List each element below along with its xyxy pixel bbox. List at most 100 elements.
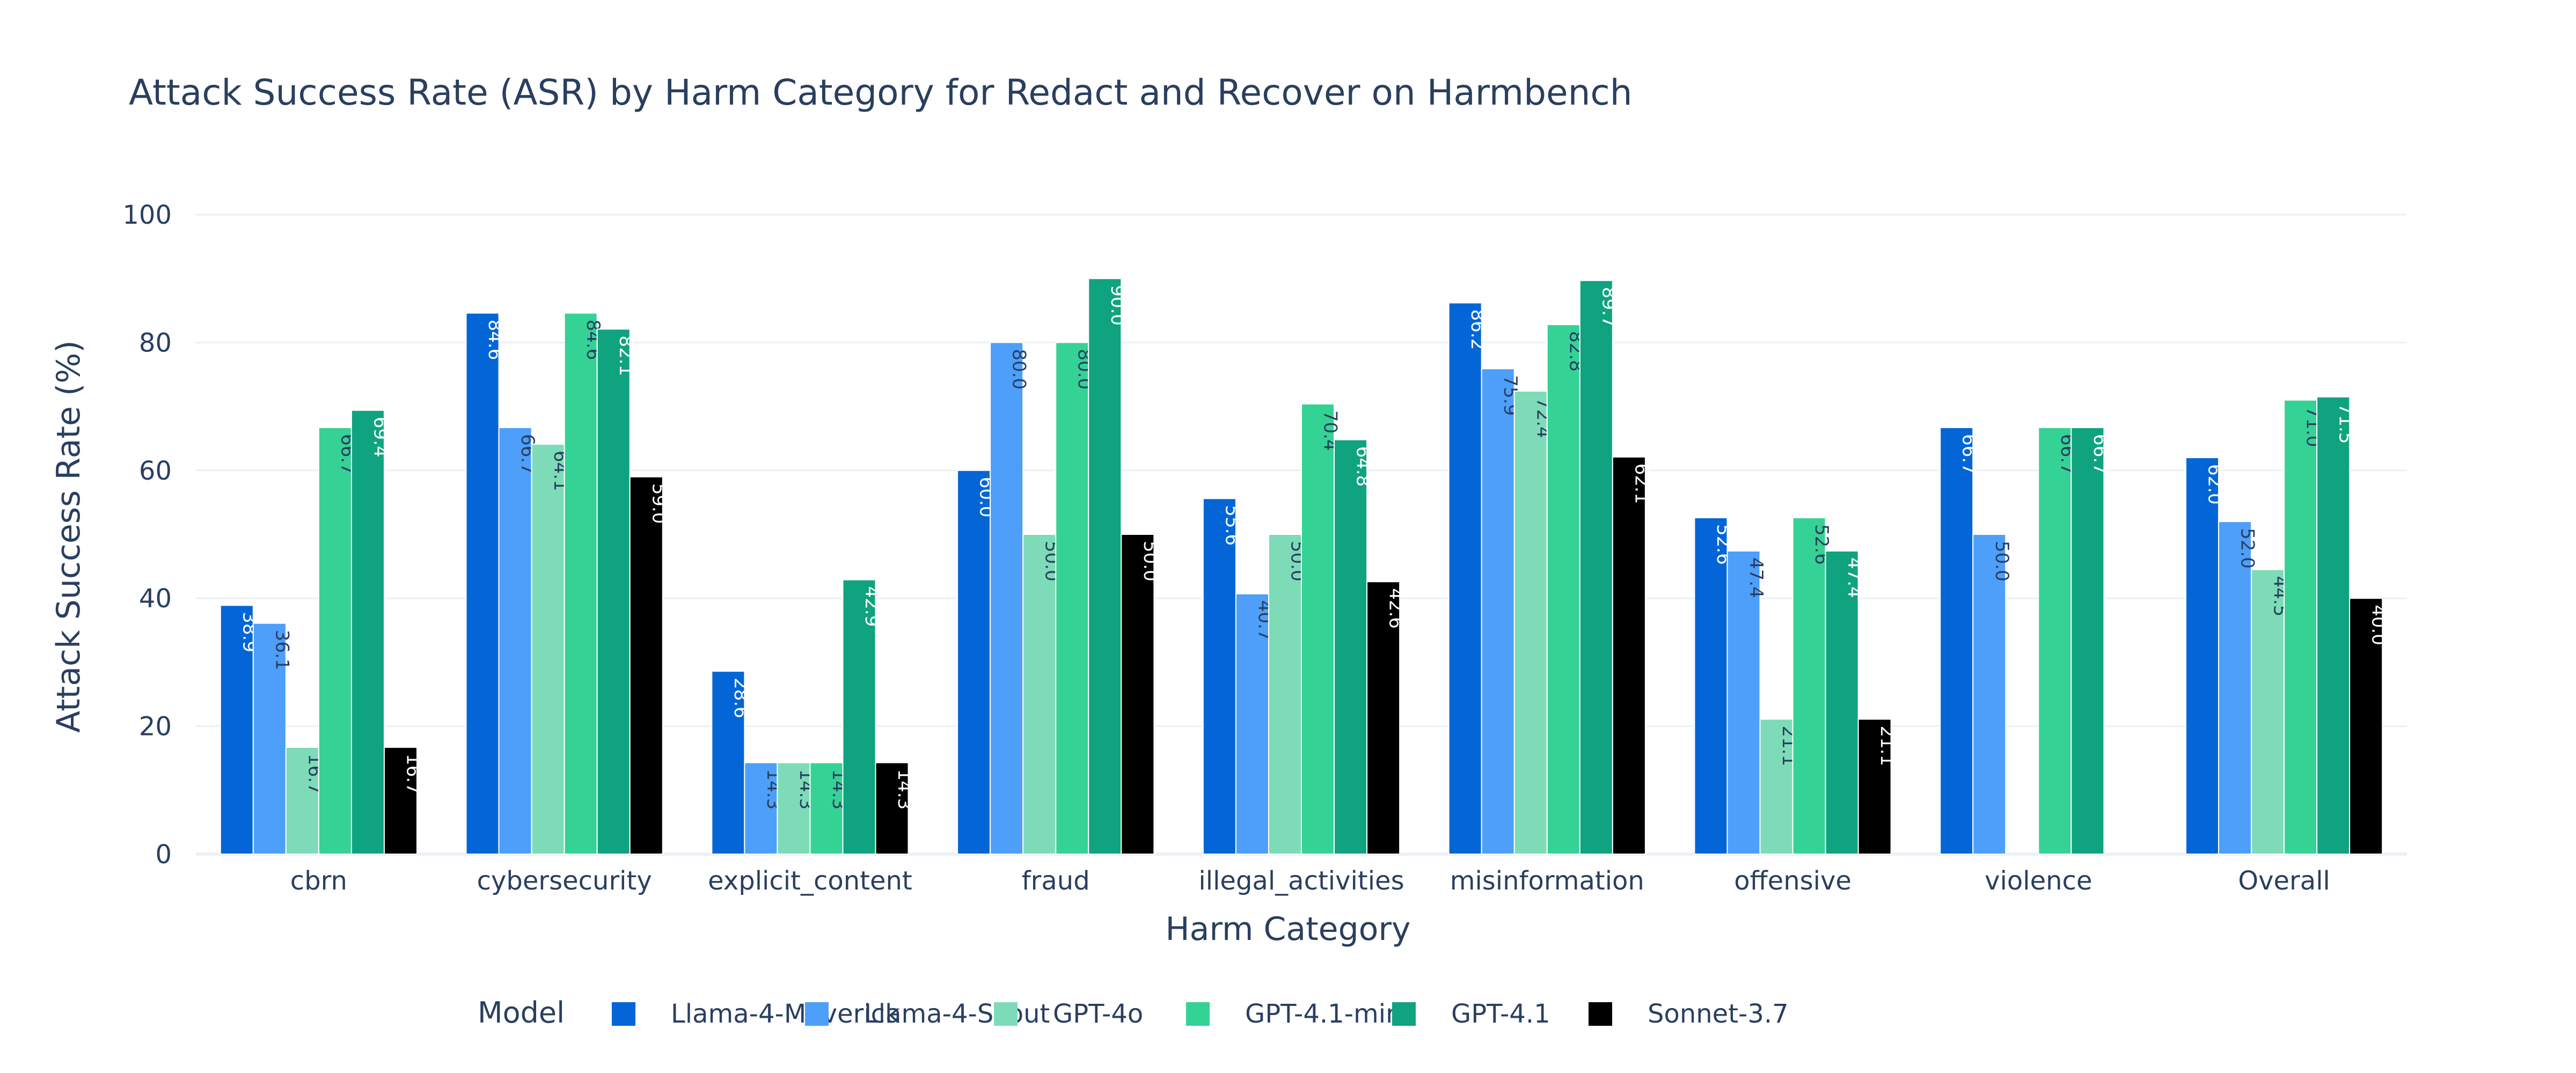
bar — [629, 476, 663, 855]
bar — [1088, 278, 1122, 855]
y-tick-label: 0 — [155, 840, 172, 870]
bar — [2185, 457, 2220, 855]
bar-value-label: 42.9 — [861, 586, 882, 627]
bar — [1792, 517, 1826, 855]
x-tick-label: Overall — [2238, 866, 2330, 896]
x-axis-title: Harm Category — [1165, 910, 1410, 948]
bar — [1579, 280, 1613, 855]
bar — [1121, 534, 1155, 855]
bar — [1235, 593, 1269, 855]
legend-entry-label: Llama-4-Maverick — [671, 999, 900, 1029]
bar — [596, 328, 631, 855]
bar — [1022, 534, 1057, 855]
y-tick-label: 20 — [139, 712, 172, 742]
bar-value-label: 59.0 — [648, 483, 669, 524]
legend-swatch — [612, 1002, 635, 1026]
bar — [219, 605, 254, 855]
y-tick-label: 100 — [122, 200, 172, 230]
legend-swatch — [994, 1002, 1018, 1026]
x-tick-label: violence — [1985, 866, 2092, 896]
bar — [252, 622, 287, 855]
bar — [2038, 427, 2072, 855]
bar — [744, 762, 778, 855]
bar-value-label: 89.7 — [1598, 287, 1619, 328]
x-tick-label: explicit_content — [708, 866, 912, 896]
legend-swatch — [1186, 1002, 1210, 1026]
bar — [2284, 399, 2318, 855]
bar — [809, 762, 844, 855]
bar-value-label: 28.6 — [730, 678, 751, 718]
bar — [711, 671, 745, 855]
bar — [498, 427, 532, 855]
bar-value-label: 52.0 — [2237, 528, 2258, 569]
x-tick-label: cybersecurity — [477, 866, 652, 896]
bar — [1301, 403, 1335, 855]
bar — [350, 409, 385, 855]
bar-value-label: 64.8 — [1352, 446, 1374, 487]
bar-value-label: 66.7 — [2089, 434, 2111, 475]
bar — [1481, 368, 1515, 855]
bar — [1366, 581, 1401, 855]
legend-entry-label: GPT-4.1-mini — [1245, 999, 1409, 1029]
bar — [2349, 598, 2383, 855]
bar-value-label: 40.0 — [2368, 605, 2389, 645]
y-tick-label: 80 — [139, 328, 172, 358]
bar — [1448, 302, 1482, 855]
legend-swatch — [1392, 1002, 1416, 1026]
bar — [1612, 456, 1646, 855]
bar-value-label: 86.2 — [1467, 309, 1488, 350]
bar — [1857, 718, 1892, 855]
bar — [1513, 390, 1548, 855]
bar — [990, 342, 1024, 855]
y-axis-ticks: 0 20 40 60 80 100 — [122, 200, 172, 870]
bar — [777, 762, 811, 855]
bar — [2070, 427, 2105, 855]
legend-entry-label: GPT-4o — [1053, 999, 1143, 1029]
legend-swatch — [805, 1002, 829, 1026]
bar — [1546, 324, 1580, 855]
bar-value-label: 62.1 — [1630, 464, 1652, 504]
bar-value-label: 50.0 — [1139, 541, 1161, 582]
bar — [2251, 569, 2285, 855]
bar-value-label: 47.4 — [1843, 557, 1865, 598]
bar — [1759, 718, 1794, 855]
x-tick-label: offensive — [1734, 866, 1851, 896]
legend-entry-label: GPT-4.1 — [1451, 999, 1550, 1029]
bar-value-label: 36.1 — [271, 630, 292, 671]
bar-value-label: 71.5 — [2335, 403, 2357, 444]
bar — [875, 762, 909, 855]
bar — [564, 312, 598, 855]
bar-value-label: 47.4 — [1745, 557, 1767, 598]
bar — [318, 427, 352, 855]
bar — [957, 469, 991, 855]
bar — [1268, 534, 1302, 855]
bar — [1202, 498, 1236, 855]
chart-title: Attack Success Rate (ASR) by Harm Catego… — [129, 72, 1633, 113]
bar — [1694, 517, 1728, 855]
bar — [465, 312, 500, 855]
bar — [2218, 521, 2252, 855]
bar-value-label: 90.0 — [1107, 285, 1128, 326]
bars: 38.984.628.660.055.686.252.666.762.036.1… — [219, 278, 2389, 855]
bar-value-label: 69.4 — [369, 417, 391, 458]
bar-value-label: 66.7 — [1958, 434, 1980, 475]
bar — [1055, 342, 1089, 855]
bar — [1972, 534, 2007, 855]
bar — [1940, 427, 1974, 855]
x-tick-label: illegal_activities — [1198, 866, 1404, 896]
bar-value-label: 55.6 — [1221, 505, 1242, 546]
y-axis-title: Attack Success Rate (%) — [50, 340, 87, 733]
bar-value-label: 62.0 — [2204, 464, 2226, 505]
bar-value-label: 50.0 — [1991, 541, 2012, 582]
bar — [2316, 396, 2351, 855]
y-tick-label: 40 — [139, 584, 172, 614]
legend-entry-label: Sonnet-3.7 — [1648, 999, 1789, 1029]
y-tick-label: 60 — [139, 456, 172, 486]
bar — [383, 746, 418, 855]
bar-value-label: 21.1 — [1876, 725, 1898, 766]
x-tick-label: fraud — [1022, 866, 1090, 896]
legend-swatch — [1589, 1002, 1612, 1026]
bar-value-label: 16.7 — [402, 754, 423, 795]
bar — [842, 579, 876, 855]
bar — [1334, 439, 1368, 855]
